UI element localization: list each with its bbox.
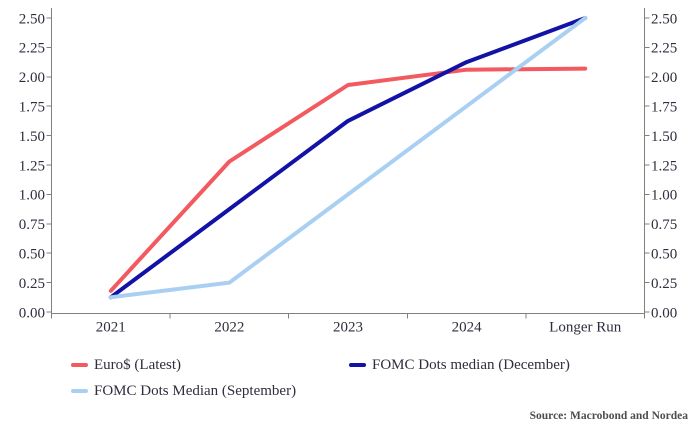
legend-entry-fomc-dots-september: FOMC Dots Median (September) — [71, 382, 296, 400]
x-tick-label: 2023 — [333, 319, 363, 335]
y-tick-label-right: 0.00 — [651, 305, 677, 321]
y-tick-label-left: 0.50 — [19, 246, 45, 262]
x-tick-label: 2024 — [452, 319, 483, 335]
y-tick-label-left: 1.00 — [19, 188, 45, 204]
x-tick-label: 2021 — [96, 319, 126, 335]
series-line-2 — [108, 16, 588, 300]
x-tick-label: 2022 — [214, 319, 244, 335]
legend-swatch-fomc-dots-december — [349, 363, 366, 367]
y-tick-label-left: 2.00 — [19, 70, 45, 86]
y-tick-label-right: 1.25 — [651, 158, 677, 174]
legend-label-eurodollar-latest: Euro$ (Latest) — [94, 356, 182, 373]
legend-swatch-eurodollar-latest — [71, 363, 88, 367]
y-tick-label-right: 2.00 — [651, 70, 677, 86]
y-tick-label-right: 0.75 — [651, 217, 677, 233]
chart-plot-area: 0.00 0.00 0.25 0.25 0.50 0.50 0.75 0.75 1.00 1.00… — [19, 8, 677, 335]
y-tick-label-right: 1.00 — [651, 188, 677, 204]
y-tick-label-left: 1.25 — [19, 158, 45, 174]
series-line-0 — [108, 66, 588, 293]
series-line-1 — [108, 16, 588, 300]
y-tick-label-left: 0.25 — [19, 276, 45, 292]
y-tick-label-left: 0.00 — [19, 305, 45, 321]
y-tick-label-left: 1.50 — [19, 129, 45, 145]
y-tick-label-right: 1.50 — [651, 129, 677, 145]
x-tick-label: Longer Run — [549, 319, 622, 335]
y-tick-label-left: 2.50 — [19, 11, 45, 27]
y-tick-label-right: 0.50 — [651, 246, 677, 262]
y-tick-label-left: 0.75 — [19, 217, 45, 233]
legend-label-fomc-dots-september: FOMC Dots Median (September) — [94, 382, 297, 399]
y-tick-label-right: 0.25 — [651, 276, 677, 292]
legend-swatch-fomc-dots-september — [71, 389, 88, 393]
legend-entry-fomc-dots-december: FOMC Dots median (December) — [349, 356, 570, 374]
y-tick-label-left: 1.75 — [19, 99, 45, 115]
legend-label-fomc-dots-december: FOMC Dots median (December) — [372, 356, 570, 373]
y-tick-label-right: 2.50 — [651, 11, 677, 27]
y-tick-label-left: 2.25 — [19, 41, 45, 57]
legend-entry-eurodollar-latest: Euro$ (Latest) — [71, 356, 181, 374]
y-tick-label-right: 1.75 — [651, 99, 677, 115]
y-tick-label-right: 2.25 — [651, 41, 677, 57]
source-credit: Source: Macrobond and Nordea — [529, 410, 688, 422]
